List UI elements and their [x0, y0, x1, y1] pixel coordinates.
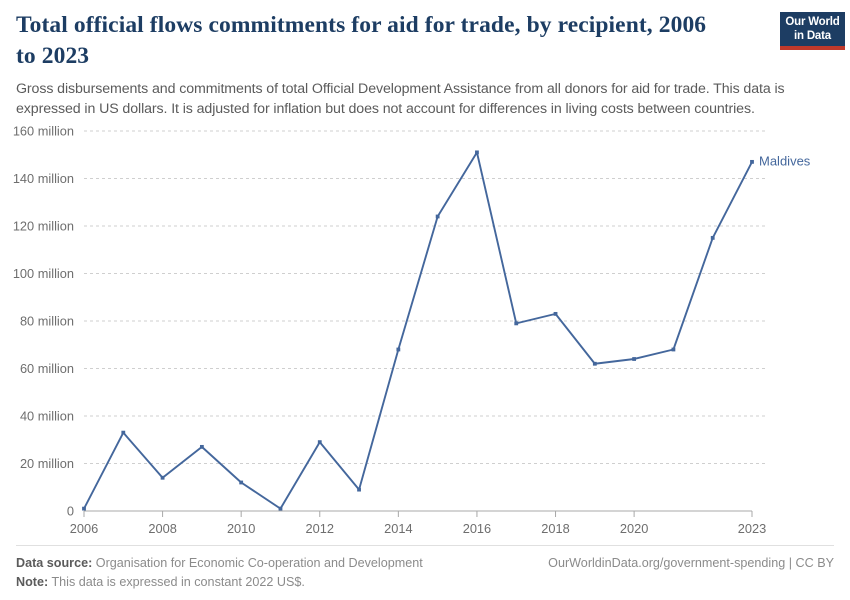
x-axis-tick-label: 2023	[738, 521, 766, 536]
y-axis-tick-label: 160 million	[13, 124, 74, 139]
attribution-link[interactable]: OurWorldinData.org/government-spending |…	[548, 556, 834, 570]
data-source-row: Data source: Organisation for Economic C…	[16, 554, 834, 573]
x-axis-group	[83, 510, 753, 517]
our-world-in-data-logo[interactable]: Our World in Data	[780, 12, 845, 50]
page-title: Total official flows commitments for aid…	[16, 12, 707, 69]
y-axis-labels-group: 0 20 million 40 million 60 million 80 millio…	[13, 124, 74, 519]
logo-line-1: Our World	[785, 16, 840, 28]
logo-line-2: in Data	[794, 29, 831, 42]
chart-footer: Data source: Organisation for Economic C…	[16, 545, 834, 592]
y-axis-tick-label: 0	[67, 504, 74, 519]
data-point[interactable]	[514, 321, 519, 326]
chart-subtitle: Gross disbursements and commitments of t…	[16, 81, 785, 117]
series-line[interactable]	[83, 151, 753, 510]
data-source-label: Data source:	[16, 556, 93, 570]
data-point[interactable]	[160, 475, 165, 480]
line-chart-svg[interactable]: 0 20 million 40 million 60 million 80 millio…	[0, 118, 850, 543]
y-axis-tick-label: 40 million	[20, 409, 74, 424]
x-axis-tick-label: 2016	[463, 521, 491, 536]
y-axis-tick-label: 100 million	[13, 266, 74, 281]
x-axis-labels-group: 2006 2008 2010 2012 2014 2016 2018 2020 2023	[70, 521, 766, 536]
gridlines-group	[84, 130, 768, 464]
chart-plot-area[interactable]: 0 20 million 40 million 60 million 80 millio…	[0, 118, 850, 543]
data-point[interactable]	[121, 430, 126, 435]
data-point[interactable]	[278, 506, 283, 511]
x-axis-tick-label: 2014	[384, 521, 412, 536]
data-point[interactable]	[632, 357, 637, 361]
x-axis-tick-label: 2008	[148, 521, 176, 536]
y-axis-tick-label: 60 million	[20, 361, 74, 376]
series-end-label[interactable]: Maldives	[759, 153, 811, 168]
x-axis-tick-label: 2020	[620, 521, 648, 536]
note-row: Note: This data is expressed in constant…	[16, 573, 834, 592]
data-point[interactable]	[317, 440, 322, 445]
data-point[interactable]	[671, 347, 676, 352]
data-point[interactable]	[199, 444, 204, 449]
data-series-group[interactable]	[82, 150, 754, 511]
y-axis-tick-label: 80 million	[20, 314, 74, 329]
data-point[interactable]	[710, 235, 715, 240]
data-point[interactable]	[592, 361, 597, 366]
y-axis-tick-label: 140 million	[13, 171, 74, 186]
data-point[interactable]	[750, 159, 754, 164]
note-label: Note:	[16, 575, 49, 589]
data-source-value: Organisation for Economic Co-operation a…	[92, 556, 423, 570]
y-axis-tick-label: 120 million	[13, 219, 74, 234]
note-value: This data is expressed in constant 2022 …	[48, 575, 305, 589]
data-point[interactable]	[82, 506, 86, 511]
x-axis-tick-label: 2012	[306, 521, 334, 536]
data-point[interactable]	[396, 347, 401, 352]
y-axis-tick-label: 20 million	[20, 456, 74, 471]
x-axis-tick-label: 2018	[541, 521, 569, 536]
x-axis-tick-label: 2010	[227, 521, 255, 536]
x-axis-tick-label: 2006	[70, 521, 98, 536]
data-point[interactable]	[475, 150, 479, 155]
series-end-label-group[interactable]: Maldives	[759, 153, 811, 168]
data-point[interactable]	[357, 487, 361, 492]
data-point[interactable]	[435, 214, 440, 219]
data-point[interactable]	[239, 480, 244, 485]
chart-header: Total official flows commitments for aid…	[16, 10, 834, 119]
data-point[interactable]	[553, 311, 558, 316]
